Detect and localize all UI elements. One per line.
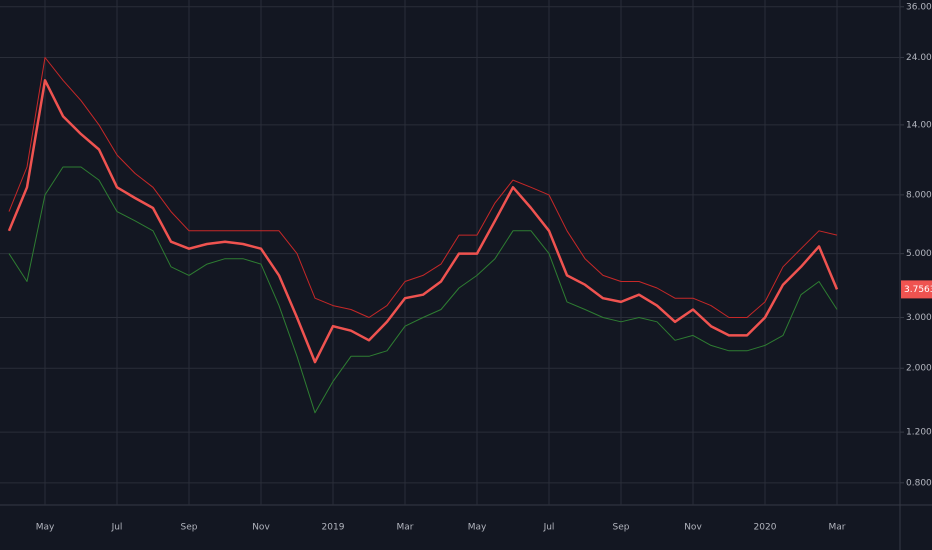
y-tick-label: 2.0000: [906, 364, 932, 374]
y-tick-label: 8.0000: [906, 190, 932, 200]
y-tick-label: 14.0000: [906, 120, 932, 130]
y-tick-label: 36.0000: [906, 2, 932, 12]
x-tick-label: Mar: [397, 523, 414, 533]
series-line: [8, 57, 838, 318]
x-tick-label: May: [36, 523, 55, 533]
x-tick-label: Sep: [613, 523, 630, 533]
series-line: [7, 79, 839, 364]
y-tick-label: 3.0000: [906, 313, 932, 323]
x-tick-label: Mar: [829, 523, 846, 533]
x-tick-label: May: [468, 523, 487, 533]
y-tick-label: 0.8000: [906, 478, 932, 488]
x-tick-label: Sep: [181, 523, 198, 533]
x-tick-label: 2019: [322, 523, 345, 533]
x-tick-label: 2020: [754, 523, 777, 533]
price-tag-label: 3.7563: [904, 285, 932, 295]
x-tick-label: Jul: [111, 523, 123, 533]
y-tick-label: 5.0000: [906, 249, 932, 259]
series-line: [8, 166, 838, 414]
price-tag: [901, 280, 932, 299]
x-tick-label: Jul: [543, 523, 555, 533]
x-tick-label: Nov: [684, 523, 702, 533]
x-tick-label: Nov: [252, 523, 270, 533]
y-tick-label: 24.0000: [906, 53, 932, 63]
